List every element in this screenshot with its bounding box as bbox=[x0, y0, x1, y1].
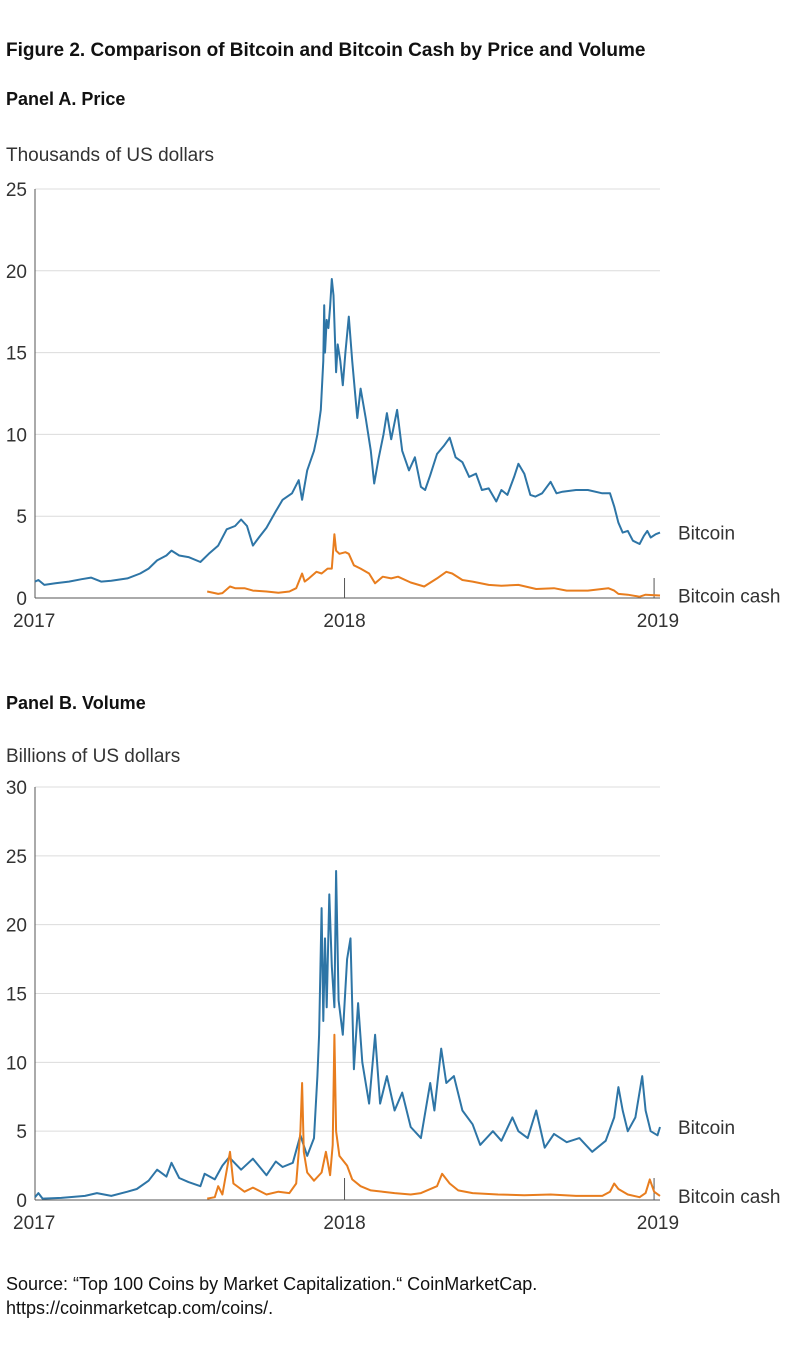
y-tick-label-5: 5 bbox=[16, 507, 27, 528]
price-series-label-bitcoin: Bitcoin bbox=[678, 524, 735, 545]
y-tick-label-30: 30 bbox=[6, 778, 27, 799]
panel-b-volume-chart: 0 5 10 15 20 25 30 2017 2018 2019 Bitcoin Bitcoin c… bbox=[6, 778, 781, 1234]
volume-series-label-bitcoin-cash: Bitcoin cash bbox=[678, 1187, 780, 1208]
panel-a-title: Panel A. Price bbox=[6, 89, 126, 109]
y-tick-label-15: 15 bbox=[6, 985, 27, 1006]
y-tick-label-25: 25 bbox=[6, 180, 27, 201]
y-tick-label-10: 10 bbox=[6, 425, 27, 446]
panel-a-ylabel: Thousands of US dollars bbox=[6, 145, 215, 166]
y-tick-label-20: 20 bbox=[6, 262, 27, 283]
source-note: Source: “Top 100 Coins by Market Capital… bbox=[6, 1272, 786, 1320]
x-tick-label-2018: 2018 bbox=[323, 611, 365, 632]
volume-series-label-bitcoin: Bitcoin bbox=[678, 1118, 735, 1139]
x-tick-label-2018: 2018 bbox=[323, 1213, 365, 1234]
source-line-2: https://coinmarketcap.com/coins/. bbox=[6, 1298, 274, 1318]
y-tick-label-20: 20 bbox=[6, 916, 27, 937]
y-tick-label-0: 0 bbox=[16, 589, 27, 610]
y-tick-label-15: 15 bbox=[6, 344, 27, 365]
panel-b-ylabel: Billions of US dollars bbox=[6, 746, 181, 767]
x-tick-label-2019: 2019 bbox=[637, 1213, 679, 1234]
volume-series-line-bitcoin bbox=[34, 870, 661, 1200]
y-tick-label-5: 5 bbox=[16, 1122, 27, 1143]
x-tick-label-2019: 2019 bbox=[637, 611, 679, 632]
x-tick-label-2017: 2017 bbox=[13, 1213, 55, 1234]
figure-title: Figure 2. Comparison of Bitcoin and Bitc… bbox=[6, 40, 646, 61]
price-series-line-bitcoin-cash bbox=[206, 533, 661, 598]
x-tick-label-2017: 2017 bbox=[13, 611, 55, 632]
volume-series-line-bitcoin-cash bbox=[207, 1033, 661, 1200]
y-tick-label-25: 25 bbox=[6, 847, 27, 868]
panel-b-title: Panel B. Volume bbox=[6, 693, 146, 713]
price-series-label-bitcoin-cash: Bitcoin cash bbox=[678, 587, 780, 608]
panel-a-price-chart: 0 5 10 15 20 25 2017 2018 2019 Bitcoin Bitcoin cas… bbox=[6, 180, 781, 632]
y-tick-label-10: 10 bbox=[6, 1053, 27, 1074]
price-series-line-bitcoin bbox=[34, 278, 661, 586]
y-tick-label-0: 0 bbox=[16, 1191, 27, 1212]
source-line-1: Source: “Top 100 Coins by Market Capital… bbox=[6, 1274, 538, 1294]
